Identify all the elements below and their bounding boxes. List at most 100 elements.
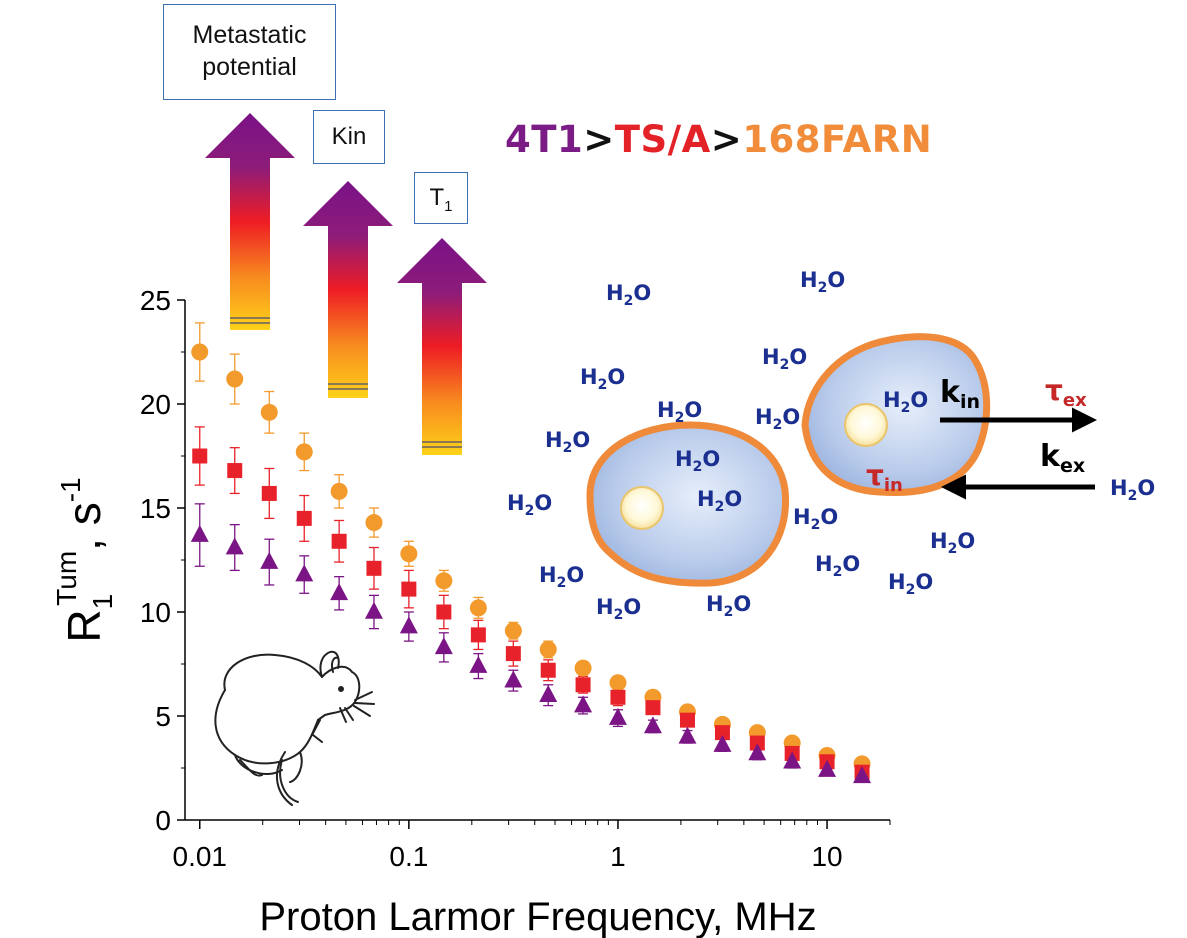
y-tick-label: 5 (155, 701, 171, 732)
water-label: H2O (755, 405, 800, 433)
x-tick-label: 0.01 (173, 841, 228, 872)
data-point-triangle (504, 670, 523, 688)
cell-right-nucleus (844, 403, 888, 447)
t1-label: T (429, 184, 445, 211)
y-tick-label: 20 (140, 389, 171, 420)
data-point-circle (330, 482, 348, 500)
data-point-circle (260, 403, 278, 421)
data-point-triangle (399, 616, 418, 634)
tumor-ordering: 4T1>TS/A>168FARN (505, 118, 932, 161)
data-point-triangle (434, 637, 453, 655)
y-ticks: 0 5 10 15 20 25 (140, 285, 185, 836)
t1-box: T1 (414, 172, 468, 224)
data-point-circle (400, 545, 418, 563)
data-point-triangle (783, 751, 802, 769)
water-label: H2O (815, 552, 860, 580)
t1-subscript: 1 (444, 197, 453, 215)
data-point-triangle (225, 537, 244, 555)
data-point-circle (435, 572, 453, 590)
data-point-circle (295, 443, 313, 461)
water-label: H2O (930, 529, 975, 557)
water-label: H2O (596, 595, 641, 623)
data-point-circle (574, 659, 592, 677)
data-point-circle (365, 514, 383, 532)
water-label: H2O (507, 491, 552, 519)
y-label-sub: 1 (87, 594, 118, 610)
ordering-sep-1: > (583, 118, 615, 161)
data-point-square (296, 510, 312, 526)
metastatic-potential-box: Metastatic potential (163, 4, 336, 100)
data-point-circle (504, 622, 522, 640)
data-point-triangle (713, 734, 732, 752)
cell-left (586, 421, 790, 587)
y-label-unit: , s (58, 502, 110, 551)
y-label-unit-sup: -1 (55, 477, 86, 502)
data-point-triangle (574, 695, 593, 713)
data-point-triangle (364, 601, 383, 619)
water-label: H2O (697, 487, 742, 515)
y-tick-label: 15 (140, 493, 171, 524)
data-point-triangle (260, 551, 279, 569)
data-point-circle (469, 599, 487, 617)
cell-left-nucleus (620, 486, 664, 530)
data-point-triangle (190, 524, 209, 542)
data-point-triangle (853, 766, 872, 784)
data-point-square (192, 448, 208, 464)
data-point-square (401, 581, 417, 597)
data-point-square (470, 627, 486, 643)
x-tick-label: 1 (610, 841, 626, 872)
data-point-square (366, 560, 382, 576)
mouse-illustration (214, 650, 375, 806)
water-label: H2O (1110, 476, 1155, 504)
x-axis-label: Proton Larmor Frequency, MHz (259, 895, 816, 938)
water-label: H2O (793, 505, 838, 533)
data-point-square (610, 689, 626, 705)
ordering-4t1: 4T1 (505, 118, 584, 161)
x-ticks: 0.01 0.1 1 10 (173, 820, 891, 872)
t1-arrow (397, 238, 487, 455)
k-ex-label: kex (1040, 439, 1085, 477)
data-point-square (714, 725, 730, 741)
metastatic-line1: Metastatic (192, 21, 307, 49)
water-molecules: H2O H2O H2O H2O H2O H2O H2O H2O H2O H2O H2O H2O H2O H… (507, 268, 1155, 623)
data-point-triangle (748, 743, 767, 761)
data-point-square (679, 712, 695, 728)
data-point-circle (191, 343, 209, 361)
water-label: H2O (883, 388, 928, 416)
cell-right (801, 333, 991, 496)
y-tick-label: 0 (155, 805, 171, 836)
data-point-triangle (295, 564, 314, 582)
kin-label: Kin (331, 123, 367, 150)
water-label: H2O (888, 570, 933, 598)
data-point-square (331, 533, 347, 549)
y-axis-label: R1 Tum, s-1 (51, 477, 118, 642)
y-tick-label: 25 (140, 285, 171, 316)
data-point-square (227, 463, 243, 479)
data-point-triangle (539, 685, 558, 702)
data-point-square (436, 604, 452, 620)
data-point-triangle (643, 716, 662, 734)
tau-ex-label: τex (1045, 374, 1087, 411)
tau-in-label: τin (866, 459, 903, 496)
data-point-triangle (330, 583, 349, 601)
water-label: H2O (657, 398, 702, 426)
kin-box: Kin (313, 110, 385, 164)
svg-text:R1Tum, s-1: R1 Tum, s-1 (51, 477, 118, 642)
metastatic-arrow (205, 113, 295, 330)
data-point-triangle (608, 707, 627, 725)
y-tick-label: 10 (140, 597, 171, 628)
metastatic-line2: potential (202, 53, 297, 81)
kin-arrow (303, 181, 393, 398)
water-label: H2O (800, 268, 845, 296)
ordering-tsa: TS/A (614, 118, 711, 161)
x-tick-label: 10 (811, 841, 842, 872)
y-label-sup: Tum (51, 551, 82, 606)
data-point-circle (539, 640, 557, 658)
data-point-triangle (469, 655, 488, 673)
water-label: H2O (539, 563, 584, 591)
water-label: H2O (762, 345, 807, 373)
data-point-triangle (818, 759, 837, 777)
data-marks (190, 343, 872, 784)
ordering-sep-2: > (710, 118, 743, 161)
